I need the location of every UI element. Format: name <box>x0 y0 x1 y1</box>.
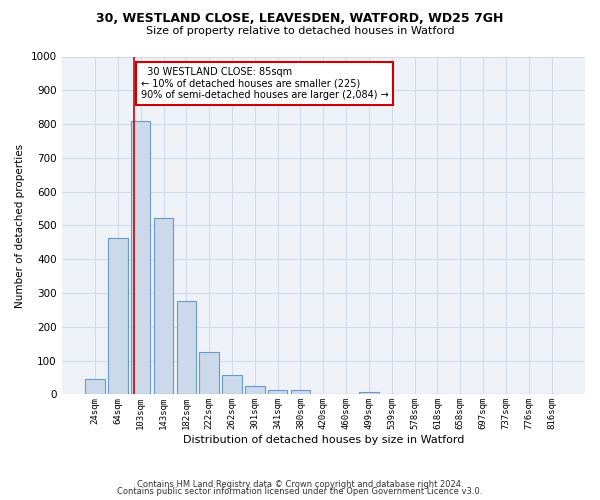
Bar <box>222 375 242 394</box>
Bar <box>245 386 265 394</box>
Text: Contains HM Land Registry data © Crown copyright and database right 2024.: Contains HM Land Registry data © Crown c… <box>137 480 463 489</box>
Text: 30, WESTLAND CLOSE, LEAVESDEN, WATFORD, WD25 7GH: 30, WESTLAND CLOSE, LEAVESDEN, WATFORD, … <box>97 12 503 26</box>
Text: 30 WESTLAND CLOSE: 85sqm
← 10% of detached houses are smaller (225)
90% of semi-: 30 WESTLAND CLOSE: 85sqm ← 10% of detach… <box>140 66 388 100</box>
Text: Size of property relative to detached houses in Watford: Size of property relative to detached ho… <box>146 26 454 36</box>
Bar <box>199 352 219 395</box>
Bar <box>291 390 310 394</box>
Text: Contains public sector information licensed under the Open Government Licence v3: Contains public sector information licen… <box>118 487 482 496</box>
Bar <box>268 390 287 394</box>
Bar <box>85 379 105 394</box>
X-axis label: Distribution of detached houses by size in Watford: Distribution of detached houses by size … <box>182 435 464 445</box>
Y-axis label: Number of detached properties: Number of detached properties <box>15 144 25 308</box>
Bar <box>131 120 151 394</box>
Bar <box>176 302 196 394</box>
Bar <box>359 392 379 394</box>
Bar <box>108 238 128 394</box>
Bar <box>154 218 173 394</box>
